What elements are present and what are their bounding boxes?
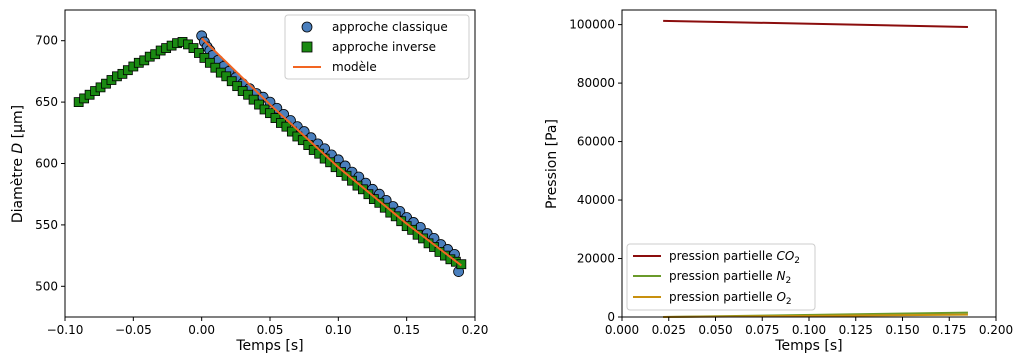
point-inverse: [330, 162, 341, 173]
right-x-tick-label: 0.200: [979, 323, 1013, 337]
legend-label-inverse: approche inverse: [332, 40, 436, 54]
point-inverse: [379, 202, 390, 213]
legend-n2-prefix: pression partielle: [669, 269, 776, 283]
left-x-tick-label: −0.10: [47, 323, 84, 337]
left-y-axis: 500 550 600 650 700: [35, 34, 65, 293]
right-x-axis: 0.000 0.025 0.050 0.075 0.100 0.125 0.150 0.175…: [605, 317, 1013, 337]
left-y-tick-label: 600: [35, 157, 58, 171]
legend-co2-var: CO: [776, 249, 794, 263]
point-inverse: [194, 48, 204, 58]
legend-o2-var: O: [776, 290, 785, 304]
right-x-tick-label: 0.075: [745, 323, 779, 337]
right-x-tick-label: 0.000: [605, 323, 639, 337]
legend-label-modele: modèle: [332, 60, 377, 74]
legend-n2-var: N: [776, 269, 785, 283]
right-y-tick-label: 40000: [577, 193, 615, 207]
point-inverse: [341, 170, 352, 181]
right-y-tick-label: 80000: [577, 76, 615, 90]
point-inverse: [221, 71, 232, 82]
left-y-axis-label: Diamètre D [μm]: [10, 105, 26, 223]
right-y-axis: 0 20000 40000 60000 80000 100000: [569, 18, 622, 324]
right-x-tick-label: 0.150: [885, 323, 919, 337]
chart-pressure: 0.000 0.025 0.050 0.075 0.100 0.125 0.150 0.175…: [544, 9, 1013, 354]
point-inverse: [204, 57, 215, 68]
point-inverse: [325, 157, 336, 168]
point-inverse: [210, 62, 221, 73]
right-x-tick-label: 0.100: [792, 323, 826, 337]
point-inverse: [363, 189, 374, 200]
left-legend-box: [284, 14, 470, 80]
point-inverse: [347, 175, 357, 186]
legend-o2-sub: 2: [786, 297, 792, 307]
right-y-tick-label: 20000: [577, 252, 615, 266]
point-inverse: [254, 99, 264, 110]
legend-label-n2: pression partielle N2: [669, 269, 791, 286]
left-y-label-prefix: Diamètre: [10, 154, 26, 224]
point-inverse: [265, 108, 275, 119]
point-inverse: [358, 184, 368, 195]
left-x-tick-label: 0.00: [188, 323, 215, 337]
point-inverse: [374, 197, 385, 208]
legend-o2-prefix: pression partielle: [669, 290, 776, 304]
left-legend: approche classique approche inverse modè…: [284, 14, 470, 80]
left-x-tick-label: −0.05: [115, 323, 152, 337]
left-y-label-suffix: [μm]: [10, 105, 26, 143]
right-legend: pression partielle CO2 pression partiell…: [626, 243, 816, 311]
legend-label-classique: approche classique: [332, 20, 448, 34]
legend-label-o2: pression partielle O2: [669, 290, 792, 307]
left-x-tick-label: 0.15: [393, 323, 420, 337]
right-y-tick-label: 100000: [569, 18, 615, 32]
right-x-tick-label: 0.125: [839, 323, 873, 337]
point-inverse: [232, 81, 243, 92]
legend-label-co2: pression partielle CO2: [669, 249, 800, 266]
right-y-tick-label: 0: [607, 310, 615, 324]
left-y-label-var: D: [10, 143, 26, 154]
point-inverse: [407, 224, 418, 235]
point-inverse: [243, 89, 254, 100]
legend-marker-classique: [301, 21, 313, 33]
right-x-tick-label: 0.175: [932, 323, 966, 337]
right-y-axis-label: Pression [Pa]: [544, 119, 560, 209]
left-y-tick-label: 550: [35, 218, 58, 232]
point-inverse: [286, 126, 297, 137]
left-x-tick-label: 0.10: [325, 323, 352, 337]
right-x-tick-label: 0.025: [652, 323, 686, 337]
right-x-tick-label: 0.050: [698, 323, 732, 337]
left-x-tick-label: 0.05: [257, 323, 284, 337]
point-inverse: [248, 94, 259, 105]
right-y-tick-label: 60000: [577, 135, 615, 149]
left-x-axis-label: Temps [s]: [235, 338, 303, 354]
right-legend-box: [626, 243, 816, 311]
point-inverse: [396, 216, 407, 227]
point-inverse: [188, 43, 199, 53]
point-inverse: [270, 113, 281, 123]
point-inverse: [390, 211, 401, 222]
line-modele: [200, 37, 462, 267]
right-x-axis-label: Temps [s]: [774, 338, 842, 354]
chart-diameter: −0.10 −0.05 0.00 0.05 0.10 0.15 0.20 500 550 600…: [10, 9, 489, 354]
legend-co2-prefix: pression partielle: [669, 249, 776, 263]
left-y-tick-label: 650: [35, 95, 58, 109]
point-inverse: [199, 52, 210, 63]
left-y-tick-label: 500: [35, 279, 58, 293]
point-inverse: [226, 76, 237, 87]
left-x-axis: −0.10 −0.05 0.00 0.05 0.10 0.15 0.20: [47, 317, 489, 337]
legend-co2-sub: 2: [794, 256, 800, 266]
legend-n2-sub: 2: [785, 276, 791, 286]
legend-marker-inverse: [301, 41, 313, 53]
left-x-tick-label: 0.20: [462, 323, 489, 337]
left-y-tick-label: 700: [35, 34, 58, 48]
line-co2: [663, 19, 968, 28]
left-data-marks: [73, 30, 467, 277]
point-inverse: [281, 121, 292, 132]
